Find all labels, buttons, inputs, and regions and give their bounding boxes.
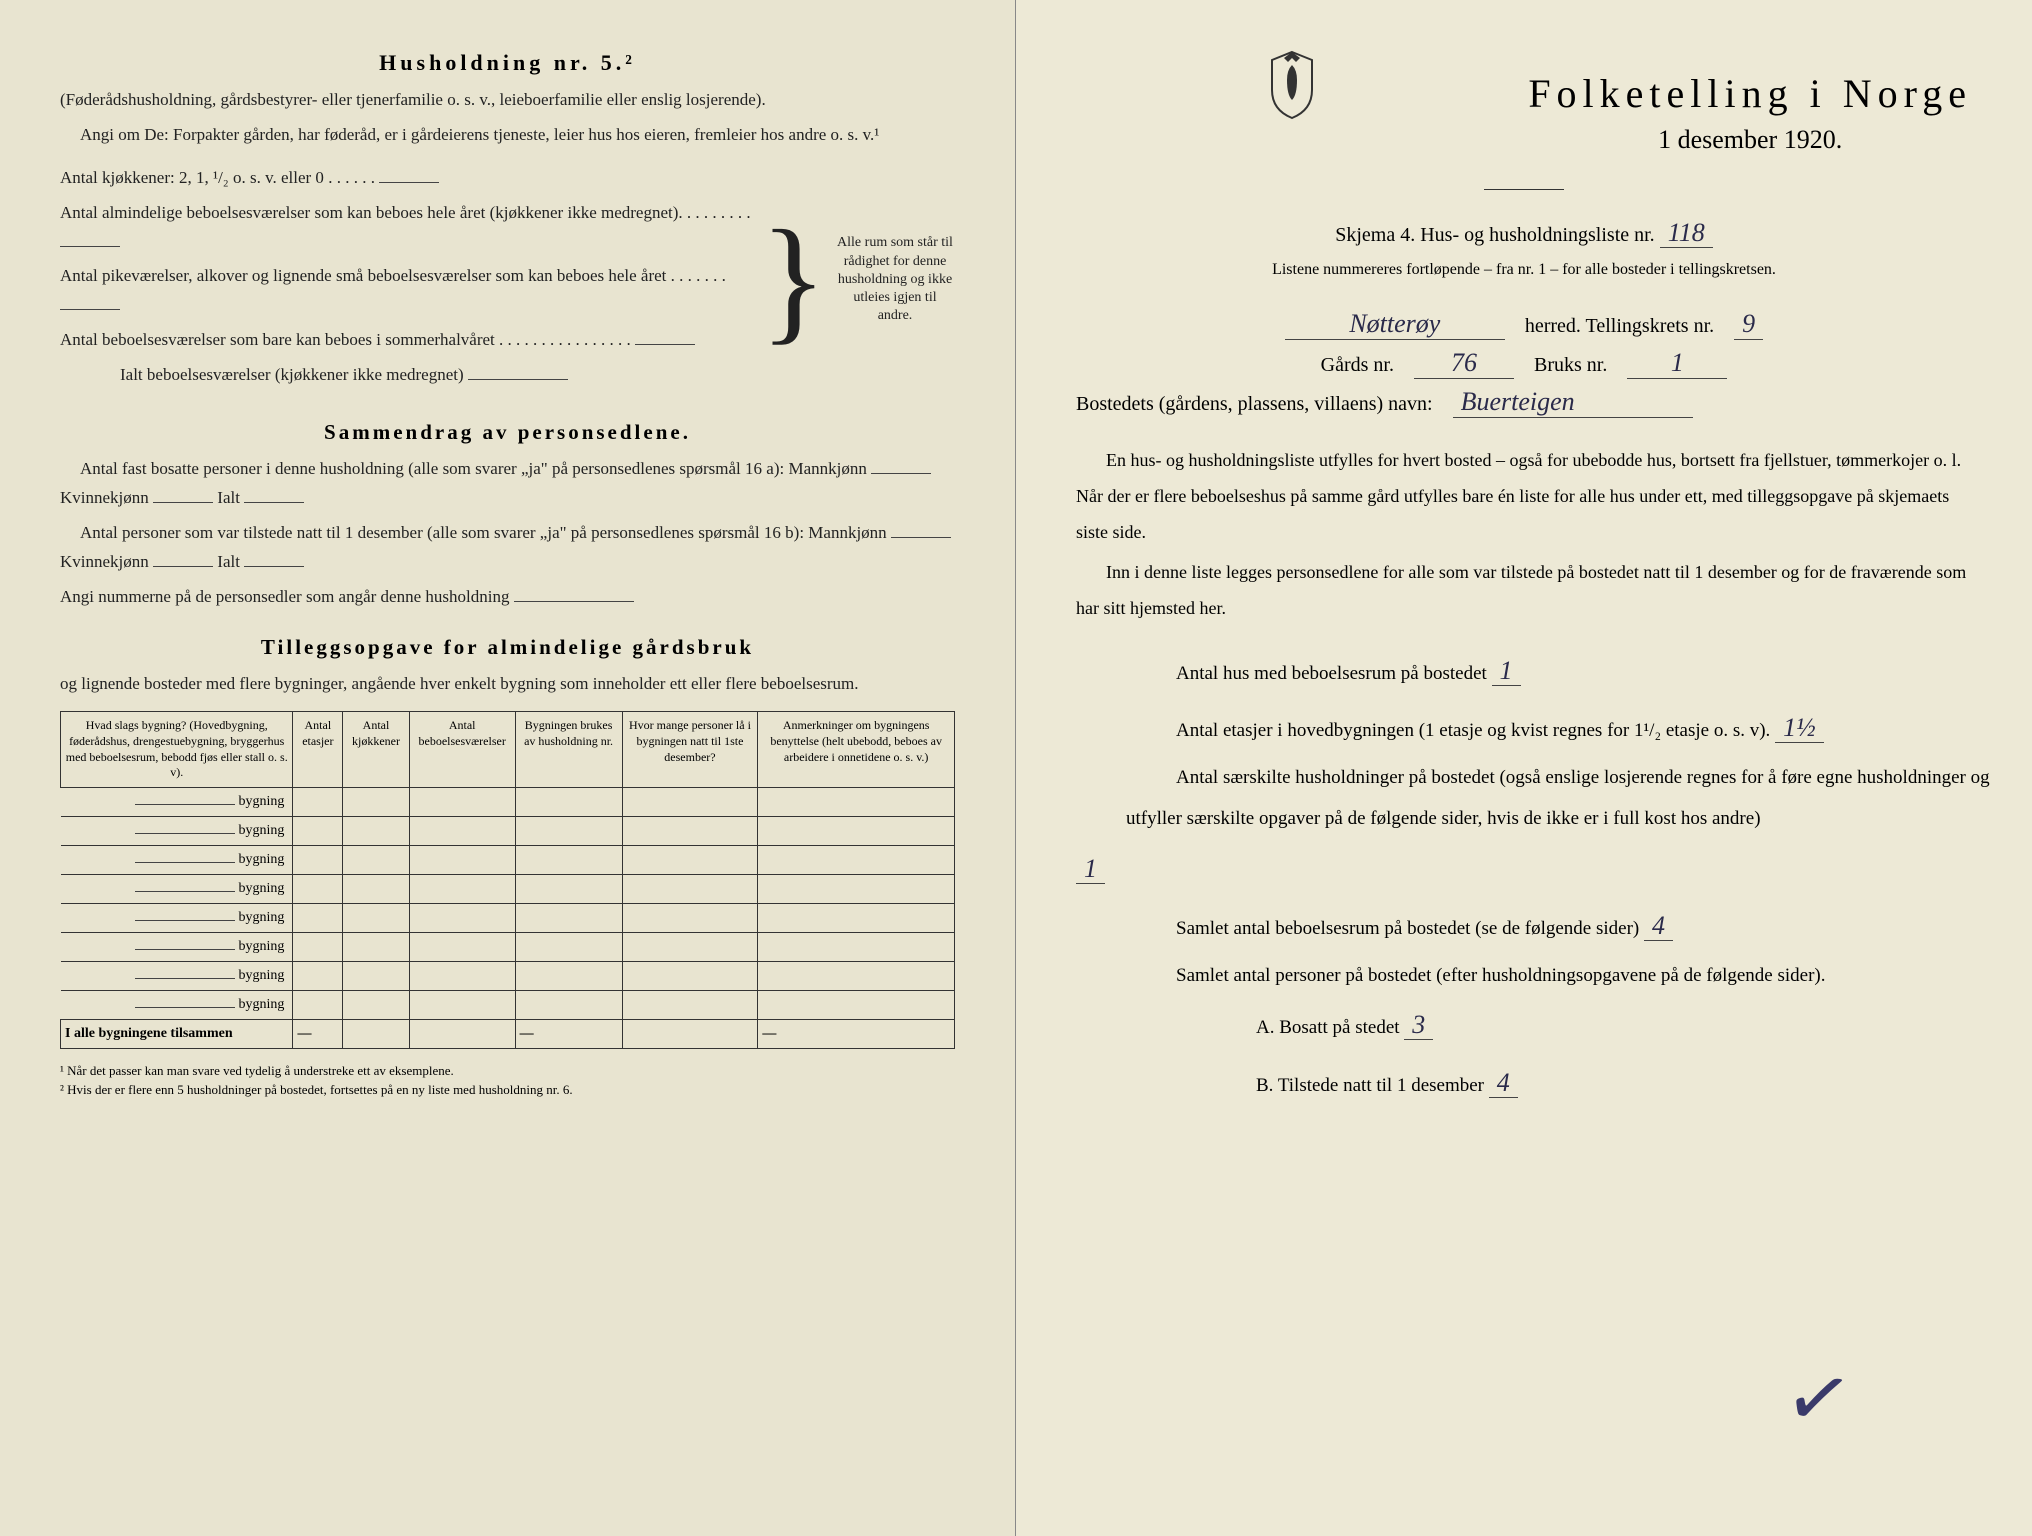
table-row: bygning [61,816,955,845]
th2: Antal etasjer [293,712,343,787]
bosted-row: Bostedets (gårdens, plassens, villaens) … [1076,387,1972,418]
k2: Antal almindelige beboelsesværelser som … [60,203,683,222]
table-row: bygning [61,932,955,961]
coat-of-arms-icon [1262,50,1322,120]
footnotes: ¹ Når det passer kan man svare ved tydel… [60,1061,955,1100]
brace-text: Alle rum som står til rådighet for denne… [835,234,955,325]
krets-value: 9 [1734,309,1763,340]
table-row: bygning [61,845,955,874]
right-page: Folketelling i Norge 1 desember 1920. Sk… [1016,0,2032,1536]
k3: Antal pikeværelser, alkover og lignende … [60,266,666,285]
s3a: og lignende bosteder med flere bygninger… [60,670,955,699]
bosted-value: Buerteigen [1453,387,1693,418]
th1: Hvad slags bygning? (Hovedbygning, føder… [61,712,293,787]
herred-row: Nøtterøy herred. Tellingskrets nr. 9 [1076,309,1972,340]
th4: Antal beboelsesværelser [409,712,515,787]
p2: Inn i denne liste legges personsedlene f… [1076,554,1972,626]
lb-value: 4 [1489,1068,1518,1098]
s2b: Antal personer som var tilstede natt til… [80,523,887,542]
list-nr: 118 [1660,218,1713,248]
table-row: bygning [61,961,955,990]
k1: Antal kjøkkener: 2, 1, ¹/₂ o. s. v. elle… [60,168,324,187]
list-note: Listene nummereres fortløpende – fra nr.… [1076,261,1972,279]
left-page: Husholdning nr. 5.² (Føderådshusholdning… [0,0,1016,1536]
k5: Ialt beboelsesværelser (kjøkkener ikke m… [120,365,464,384]
l3-value: 1 [1076,854,1105,884]
instructions: En hus- og husholdningsliste utfylles fo… [1076,442,1972,626]
gards-value: 76 [1414,348,1514,379]
divider [1484,189,1564,190]
skjema-line: Skjema 4. Hus- og husholdningsliste nr. … [1076,204,1972,261]
kitchen-block: Antal kjøkkener: 2, 1, ¹/₂ o. s. v. elle… [60,164,955,396]
th7: Anmerkninger om bygningens benyttelse (h… [758,712,955,787]
checkmark-icon: ✓ [1777,1347,1859,1451]
l2-value: 1½ [1775,713,1824,743]
summary-lines: Antal hus med beboelsesrum på bostedet 1… [1076,642,1972,1111]
l1-value: 1 [1492,656,1521,686]
table-row: bygning [61,990,955,1019]
table-body: bygning bygning bygning bygning bygning … [61,787,955,1048]
building-table: Hvad slags bygning? (Hovedbygning, føder… [60,711,955,1048]
main-title: Folketelling i Norge [1528,70,1972,117]
section-sammendrag: Sammendrag av personsedlene. [60,420,955,445]
household-title: Husholdning nr. 5.² [60,50,955,76]
herred-value: Nøtterøy [1285,309,1505,340]
section-tillegg: Tilleggsopgave for almindelige gårdsbruk [60,635,955,660]
th6: Hvor mange personer lå i bygningen natt … [622,712,758,787]
table-row: bygning [61,903,955,932]
table-row: bygning [61,874,955,903]
gards-row: Gårds nr. 76 Bruks nr. 1 [1076,348,1972,379]
intro-block: (Føderådshusholdning, gårdsbestyrer- ell… [60,86,955,150]
th3: Antal kjøkkener [343,712,410,787]
intro-1: (Føderådshusholdning, gårdsbestyrer- ell… [60,86,955,115]
fn1: ¹ Når det passer kan man svare ved tydel… [60,1061,955,1081]
summary-block: Antal fast bosatte personer i denne hush… [60,455,955,611]
brace-icon: } [760,224,827,336]
l4-value: 4 [1644,911,1673,941]
la-value: 3 [1404,1010,1433,1040]
fn2: ² Hvis der er flere enn 5 husholdninger … [60,1080,955,1100]
table-row: bygning [61,787,955,816]
table-total: I alle bygningene tilsammen——— [61,1019,955,1048]
sub-title: 1 desember 1920. [1528,125,1972,155]
th5: Bygningen brukes av husholdning nr. [515,712,622,787]
s2a: Antal fast bosatte personer i denne hush… [80,459,867,478]
bruks-value: 1 [1627,348,1727,379]
s2c: Angi nummerne på de personsedler som ang… [60,587,509,606]
intro-2: Angi om De: Forpakter gården, har føderå… [60,121,955,150]
k4: Antal beboelsesværelser som bare kan beb… [60,330,495,349]
p1: En hus- og husholdningsliste utfylles fo… [1076,442,1972,550]
